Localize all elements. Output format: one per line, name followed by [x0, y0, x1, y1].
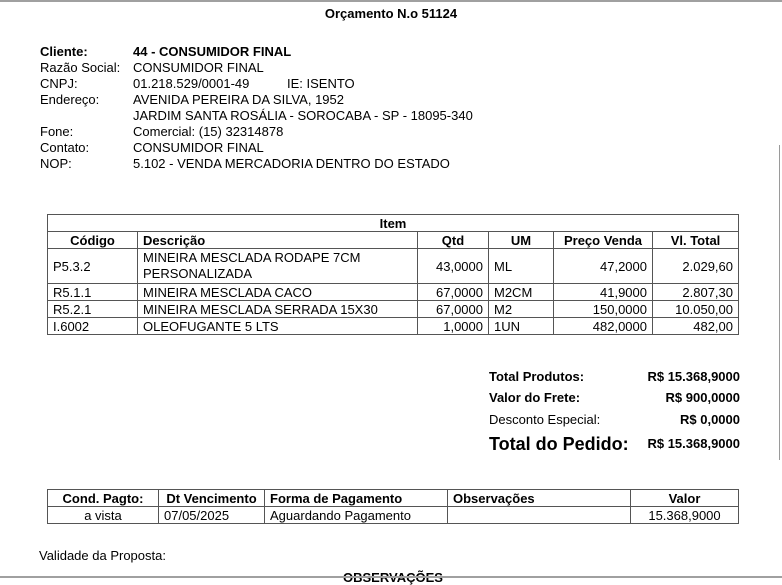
cell-codigo: P5.3.2 — [47, 248, 138, 284]
cell-cond-pagto: a vista — [47, 506, 159, 524]
cell-forma-pagamento: Aguardando Pagamento — [264, 506, 448, 524]
total-pedido-label: Total do Pedido: — [489, 434, 629, 454]
table-row: a vista 07/05/2025 Aguardando Pagamento … — [47, 506, 739, 524]
header-qtd: Qtd — [417, 231, 489, 249]
cnpj-label: CNPJ: — [40, 76, 78, 91]
total-produtos-label: Total Produtos: — [489, 369, 585, 384]
razao-value: CONSUMIDOR FINAL — [133, 60, 264, 75]
table-row: R5.1.1 MINEIRA MESCLADA CACO 67,0000 M2C… — [47, 283, 739, 301]
cliente-label: Cliente: — [40, 44, 88, 59]
cell-preco: 47,2000 — [553, 248, 653, 284]
endereco-line2: JARDIM SANTA ROSÁLIA - SOROCABA - SP - 1… — [133, 108, 473, 123]
cell-codigo: R5.1.1 — [47, 283, 138, 301]
cell-dt-vencimento: 07/05/2025 — [158, 506, 265, 524]
total-pedido-value: R$ 15.368,9000 — [647, 436, 740, 451]
endereco-label: Endereço: — [40, 92, 100, 107]
frete-label: Valor do Frete: — [489, 390, 581, 405]
endereco-line1: AVENIDA PEREIRA DA SILVA, 1952 — [133, 92, 344, 107]
cell-preco: 41,9000 — [553, 283, 653, 301]
header-preco: Preço Venda — [553, 231, 653, 249]
cell-total: 2.029,60 — [652, 248, 739, 284]
header-total: Vl. Total — [652, 231, 739, 249]
cell-preco: 150,0000 — [553, 300, 653, 318]
razao-label: Razão Social: — [40, 60, 121, 75]
cell-um: 1UN — [488, 317, 554, 335]
validade-label: Validade da Proposta: — [39, 548, 166, 563]
cell-um: ML — [488, 248, 554, 284]
cell-codigo: R5.2.1 — [47, 300, 138, 318]
total-produtos-value: R$ 15.368,9000 — [647, 369, 740, 384]
header-dt-vencimento: Dt Vencimento — [158, 489, 265, 507]
cell-descricao: MINEIRA MESCLADA RODAPE 7CM PERSONALIZAD… — [137, 248, 418, 284]
cell-um: M2CM — [488, 283, 554, 301]
table-row: P5.3.2 MINEIRA MESCLADA RODAPE 7CM PERSO… — [47, 248, 739, 284]
header-um: UM — [488, 231, 554, 249]
cell-descricao: MINEIRA MESCLADA SERRADA 15X30 — [137, 300, 418, 318]
nop-label: NOP: — [40, 156, 72, 171]
cell-total: 2.807,30 — [652, 283, 739, 301]
items-caption: Item — [47, 214, 739, 232]
cell-um: M2 — [488, 300, 554, 318]
header-descricao: Descrição — [137, 231, 418, 249]
header-cond-pagto: Cond. Pagto: — [47, 489, 159, 507]
cell-total: 10.050,00 — [652, 300, 739, 318]
cell-descricao: MINEIRA MESCLADA CACO — [137, 283, 418, 301]
ie-value: IE: ISENTO — [287, 76, 355, 91]
fone-value: Comercial: (15) 32314878 — [133, 124, 284, 139]
page-title: Orçamento N.o 51124 — [324, 6, 458, 21]
cell-valor: 15.368,9000 — [630, 506, 739, 524]
bottom-border — [0, 576, 782, 578]
header-forma-pagamento: Forma de Pagamento — [264, 489, 448, 507]
contato-label: Contato: — [40, 140, 90, 155]
desconto-value: R$ 0,0000 — [680, 412, 740, 427]
cell-qtd: 43,0000 — [417, 248, 489, 284]
top-border — [0, 0, 782, 2]
cell-qtd: 67,0000 — [417, 283, 489, 301]
table-row: R5.2.1 MINEIRA MESCLADA SERRADA 15X30 67… — [47, 300, 739, 318]
cliente-value: 44 - CONSUMIDOR FINAL — [133, 44, 292, 59]
contato-value: CONSUMIDOR FINAL — [133, 140, 264, 155]
nop-value: 5.102 - VENDA MERCADORIA DENTRO DO ESTAD… — [133, 156, 450, 171]
fone-label: Fone: — [40, 124, 74, 139]
cnpj-value: 01.218.529/0001-49 — [133, 76, 250, 91]
cell-preco: 482,0000 — [553, 317, 653, 335]
payment-table: Cond. Pagto: Dt Vencimento Forma de Paga… — [47, 489, 739, 524]
header-codigo: Código — [47, 231, 138, 249]
cell-codigo: I.6002 — [47, 317, 138, 335]
cell-qtd: 1,0000 — [417, 317, 489, 335]
items-table: Item Código Descrição Qtd UM Preço Venda… — [47, 214, 739, 335]
desconto-label: Desconto Especial: — [489, 412, 601, 427]
cell-descricao: OLEOFUGANTE 5 LTS — [137, 317, 418, 335]
cell-total: 482,00 — [652, 317, 739, 335]
cell-qtd: 67,0000 — [417, 300, 489, 318]
header-observacoes: Observações — [447, 489, 631, 507]
header-valor: Valor — [630, 489, 739, 507]
table-row: I.6002 OLEOFUGANTE 5 LTS 1,0000 1UN 482,… — [47, 317, 739, 335]
cell-observacoes — [447, 506, 631, 524]
frete-value: R$ 900,0000 — [665, 390, 740, 405]
scrollbar-edge — [779, 145, 780, 460]
